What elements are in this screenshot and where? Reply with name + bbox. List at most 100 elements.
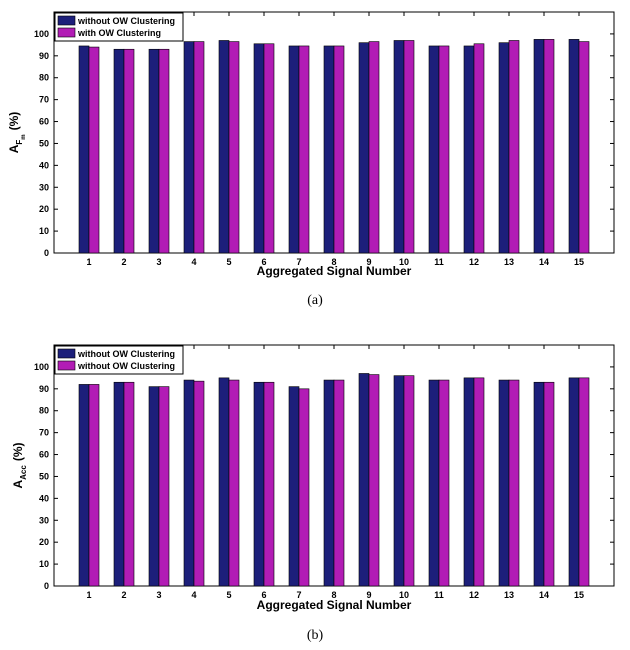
- bar-series1-1: [78, 45, 90, 254]
- y-tick-label: 40: [39, 493, 49, 503]
- bar-series1-2: [113, 48, 125, 254]
- legend-label-2: with OW Clustering: [77, 28, 161, 38]
- x-tick-label: 7: [296, 257, 301, 267]
- bar-series1-12: [463, 45, 475, 254]
- y-tick-label: 40: [39, 160, 49, 170]
- x-tick-label: 5: [226, 590, 231, 600]
- bar-series1-11: [428, 45, 440, 254]
- x-tick-label: 3: [156, 590, 161, 600]
- bar-series2-14: [543, 39, 555, 254]
- bar-series2-11: [438, 45, 450, 254]
- bar-series2-5: [228, 379, 240, 587]
- x-tick-label: 8: [331, 590, 336, 600]
- legend-label-1: without OW Clustering: [77, 16, 175, 26]
- y-tick-label: 20: [39, 204, 49, 214]
- bar-series2-10: [403, 40, 415, 254]
- y-tick-label: 100: [34, 29, 49, 39]
- legend-box: [54, 345, 184, 375]
- bar-series2-2: [123, 48, 135, 254]
- bar-series2-13: [508, 379, 520, 587]
- y-tick-label: 70: [39, 428, 49, 438]
- y-tick-label: 80: [39, 406, 49, 416]
- y-axis-label-main: A: [7, 144, 21, 153]
- bar-series1-11: [428, 379, 440, 587]
- y-tick-label: 50: [39, 471, 49, 481]
- y-tick-label: 90: [39, 384, 49, 394]
- x-tick-label: 5: [226, 257, 231, 267]
- bar-series2-1: [88, 46, 100, 254]
- legend: without OW Clustering with OW Clustering: [54, 12, 184, 42]
- x-tick-label: 15: [574, 590, 584, 600]
- y-tick-label: 50: [39, 138, 49, 148]
- bar-series1-14: [533, 39, 545, 254]
- bar-series1-8: [323, 379, 335, 587]
- bar-series2-12: [473, 377, 485, 587]
- bar-series2-3: [158, 48, 170, 254]
- bar-series1-9: [358, 373, 370, 587]
- bar-series1-5: [218, 377, 230, 587]
- x-tick-label: 15: [574, 257, 584, 267]
- x-tick-label: 3: [156, 257, 161, 267]
- bar-series2-11: [438, 379, 450, 587]
- bar-series2-6: [263, 381, 275, 587]
- bar-series1-4: [183, 41, 195, 254]
- x-tick-label: 8: [331, 257, 336, 267]
- y-tick-label: 30: [39, 182, 49, 192]
- bar-series2-3: [158, 386, 170, 587]
- legend-label-1: without OW Clustering: [77, 349, 175, 359]
- bar-series1-9: [358, 42, 370, 254]
- y-tick-label: 30: [39, 515, 49, 525]
- x-tick-label: 4: [191, 590, 196, 600]
- x-axis-label: Aggregated Signal Number: [257, 598, 412, 612]
- figure-caption: (a): [307, 293, 323, 308]
- y-tick-label: 100: [34, 362, 49, 372]
- x-tick-label: 6: [261, 590, 266, 600]
- x-tick-label: 14: [539, 590, 549, 600]
- x-tick-label: 12: [469, 257, 479, 267]
- y-tick-label: 10: [39, 559, 49, 569]
- bar-series1-7: [288, 45, 300, 254]
- x-axis-label: Aggregated Signal Number: [257, 264, 412, 278]
- x-tick-label: 2: [121, 590, 126, 600]
- x-tick-label: 9: [366, 257, 371, 267]
- y-axis-label-main: A: [11, 480, 25, 489]
- bar-series2-5: [228, 41, 240, 254]
- legend-swatch-2: [57, 27, 76, 38]
- y-tick-label: 70: [39, 95, 49, 105]
- y-tick-label: 60: [39, 450, 49, 460]
- bar-series2-15: [578, 377, 590, 587]
- bar-series1-4: [183, 379, 195, 587]
- bar-series2-8: [333, 45, 345, 254]
- legend: without OW Clustering without OW Clusteri…: [54, 345, 184, 375]
- bar-series1-13: [498, 379, 510, 587]
- x-tick-label: 11: [434, 590, 444, 600]
- y-tick-label: 10: [39, 226, 49, 236]
- bar-series1-2: [113, 381, 125, 587]
- y-tick-label: 20: [39, 537, 49, 547]
- y-tick-label: 90: [39, 51, 49, 61]
- legend-box: [54, 12, 184, 42]
- x-tick-label: 13: [504, 257, 514, 267]
- y-tick-label: 0: [44, 248, 49, 258]
- y-tick-label: 60: [39, 117, 49, 127]
- bar-series1-3: [148, 48, 160, 254]
- bar-series1-15: [568, 377, 580, 587]
- bar-series2-14: [543, 381, 555, 587]
- x-tick-label: 4: [191, 257, 196, 267]
- x-tick-label: 14: [539, 257, 549, 267]
- bar-series2-13: [508, 40, 520, 254]
- bar-series2-9: [368, 374, 380, 587]
- bar-series2-1: [88, 384, 100, 587]
- bar-series1-10: [393, 375, 405, 587]
- bar-series2-2: [123, 381, 135, 587]
- bar-series1-14: [533, 381, 545, 587]
- x-tick-label: 12: [469, 590, 479, 600]
- bar-series1-10: [393, 40, 405, 254]
- bar-series2-4: [193, 380, 205, 587]
- bar-series1-7: [288, 386, 300, 587]
- bar-series1-12: [463, 377, 475, 587]
- bar-series1-13: [498, 42, 510, 254]
- bar-series2-4: [193, 41, 205, 254]
